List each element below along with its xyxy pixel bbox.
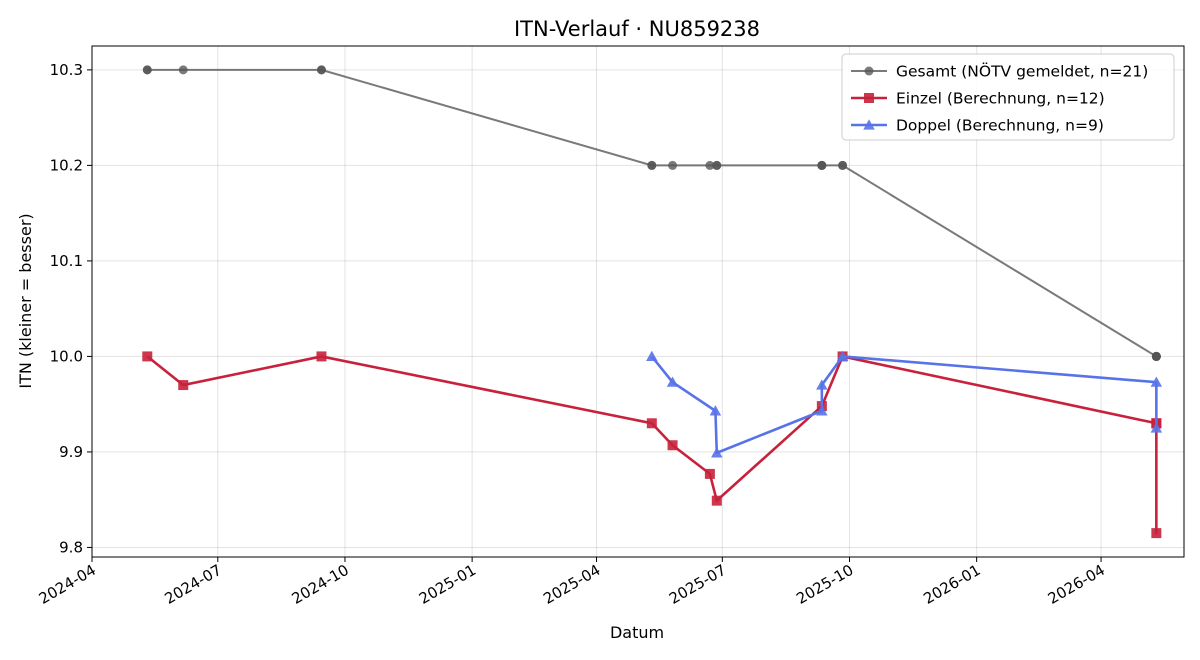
legend-label: Einzel (Berechnung, n=12)	[896, 90, 1105, 108]
data-point	[816, 379, 828, 390]
data-point	[316, 351, 327, 362]
plot-frame	[91, 45, 1185, 558]
data-point	[666, 376, 679, 387]
data-point	[817, 160, 827, 170]
series-2	[646, 350, 1163, 458]
data-point	[711, 495, 722, 506]
legend-label: Gesamt (NÖTV gemeldet, n=21)	[896, 62, 1148, 81]
data-point	[704, 468, 715, 479]
legend-label: Doppel (Berechnung, n=9)	[896, 117, 1104, 135]
series-0	[142, 65, 1161, 361]
data-point	[142, 65, 152, 75]
legend-marker	[863, 119, 875, 130]
y-tick-label: 10.0	[50, 347, 83, 365]
data-point	[1151, 528, 1162, 539]
data-point	[711, 447, 723, 458]
data-point	[712, 160, 722, 170]
series-line	[147, 68, 1157, 358]
grid-lines	[91, 46, 1184, 557]
y-axis-title: ITN (kleiner = besser)	[16, 213, 35, 388]
data-point	[178, 65, 188, 75]
data-point	[647, 160, 657, 170]
legend-marker	[864, 93, 874, 103]
data-point	[1151, 351, 1161, 361]
y-tick-label: 9.9	[59, 443, 83, 461]
data-point	[816, 405, 828, 416]
data-point	[709, 405, 722, 416]
y-tick-label: 10.1	[50, 252, 83, 270]
data-point	[838, 160, 848, 170]
series-line	[146, 355, 1158, 535]
chart-title: ITN-Verlauf · NU859238	[514, 17, 760, 41]
y-axis: 9.8 9.9 10.0 10.1 10.2 10.3	[50, 61, 92, 556]
data-point	[316, 65, 326, 75]
series-layer	[142, 65, 1163, 539]
data-point	[668, 160, 678, 170]
y-tick-label: 9.8	[59, 538, 83, 556]
y-tick-label: 10.2	[50, 156, 83, 174]
data-point	[836, 350, 849, 362]
legend-marker	[864, 66, 874, 76]
data-point	[646, 350, 658, 362]
data-point	[1150, 376, 1163, 387]
data-point	[142, 351, 153, 362]
data-point	[1150, 422, 1163, 433]
data-point	[667, 440, 678, 451]
y-tick-label: 10.3	[50, 61, 83, 79]
data-point	[705, 160, 715, 170]
data-point	[646, 418, 657, 429]
data-point	[178, 380, 189, 391]
legend-box	[841, 53, 1175, 141]
legend: Gesamt (NÖTV gemeldet, n=21) Einzel (Bere…	[841, 53, 1175, 141]
x-axis-title: Datum	[610, 623, 664, 642]
